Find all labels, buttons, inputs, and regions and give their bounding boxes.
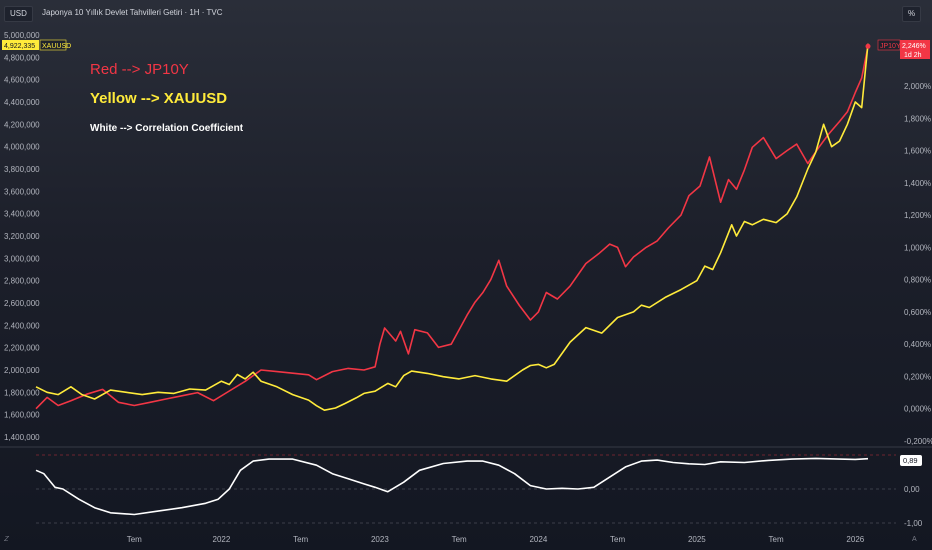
corr-value: 0,89 — [903, 456, 918, 465]
left-tick-label: 4,800,000 — [4, 53, 40, 62]
right-tick-label: -0,200% — [904, 437, 932, 446]
annotation-white: White --> Correlation Coefficient — [90, 123, 244, 134]
left-axis: 1,400,000 1,600,000 1,800,000 2,000,000 2,20… — [4, 31, 40, 442]
left-tick-label: 3,400,000 — [4, 210, 40, 219]
x-tick-label: 2024 — [529, 535, 547, 544]
left-tick-label: 3,200,000 — [4, 232, 40, 241]
x-tick-label: Tem — [452, 535, 467, 544]
corr-tick-label: -1,00 — [904, 519, 923, 528]
series-line-xauusd — [35, 43, 869, 411]
x-tick-label: 2025 — [688, 535, 706, 544]
right-axis: -0,200% 0,000% 0,200% 0,400% 0,600% 0,800% 1,0… — [904, 82, 932, 446]
right-tick-label: 0,800% — [904, 276, 931, 285]
left-tick-label: 1,400,000 — [4, 433, 40, 442]
right-tick-label: 0,200% — [904, 372, 931, 381]
left-tick-label: 4,400,000 — [4, 98, 40, 107]
right-tick-label: 2,000% — [904, 82, 931, 91]
right-tick-label: 1,000% — [904, 243, 931, 252]
left-tick-label: 2,400,000 — [4, 321, 40, 330]
x-tick-label: Tem — [293, 535, 308, 544]
right-tick-label: 1,800% — [904, 114, 931, 123]
right-tick-label: 1,600% — [904, 147, 931, 156]
right-tick-label: 1,400% — [904, 179, 931, 188]
jp10y-countdown: 1d 2h — [904, 52, 922, 59]
xau-name-badge — [39, 39, 67, 51]
left-tick-label: 1,800,000 — [4, 388, 40, 397]
right-tick-label: 0,600% — [904, 308, 931, 317]
currency-button[interactable]: USD — [4, 6, 33, 22]
time-axis: Tem 2022 Tem 2023 Tem 2024 Tem 2025 Tem 2026 — [127, 535, 865, 544]
corr-tick-label: 0,00 — [904, 485, 920, 494]
xau-price-badge — [2, 40, 39, 50]
x-tick-label: Tem — [769, 535, 784, 544]
jp10y-last-point — [865, 43, 871, 49]
left-tick-label: 2,800,000 — [4, 277, 40, 286]
x-tick-label: 2026 — [846, 535, 864, 544]
series-line-jp10y — [35, 46, 869, 410]
right-tick-label: 0,000% — [904, 405, 931, 414]
left-tick-label: 4,600,000 — [4, 76, 40, 85]
left-tick-label: 3,800,000 — [4, 165, 40, 174]
left-tick-label: 5,000,000 — [4, 31, 40, 40]
left-tick-label: 3,000,000 — [4, 254, 40, 263]
chart-title: Japonya 10 Yıllık Devlet Tahvilleri Geti… — [42, 8, 223, 17]
price-series — [35, 43, 871, 411]
left-tick-label: 2,000,000 — [4, 366, 40, 375]
percent-scale-button[interactable]: % — [902, 6, 922, 22]
annotation-yellow: Yellow --> XAUUSD — [90, 90, 227, 107]
right-tick-label: 0,400% — [904, 340, 931, 349]
annotation-red: Red --> JP10Y — [90, 61, 189, 78]
correlation-pane: -1,00 0,00 — [0, 446, 932, 528]
left-tick-label: 2,600,000 — [4, 299, 40, 308]
xau-price-value: 4,922,335 — [4, 43, 35, 50]
xau-name-label: XAUUSD — [42, 43, 71, 50]
x-tick-label: Tem — [610, 535, 625, 544]
right-tick-label: 1,200% — [904, 211, 931, 220]
corr-value-badge — [900, 455, 922, 466]
left-tick-label: 4,000,000 — [4, 143, 40, 152]
left-tick-label: 1,600,000 — [4, 411, 40, 420]
left-tick-label: 2,200,000 — [4, 344, 40, 353]
series-line-correlation — [35, 457, 869, 516]
jp10y-name-label: JP10Y — [880, 43, 901, 50]
tradingview-logo-icon[interactable]: 𝑍 — [4, 535, 10, 543]
x-tick-label: 2023 — [371, 535, 389, 544]
auto-scale-icon[interactable]: A — [912, 536, 917, 543]
left-tick-label: 3,600,000 — [4, 187, 40, 196]
jp10y-value-badge — [900, 40, 930, 59]
x-tick-label: Tem — [127, 535, 142, 544]
jp10y-value: 2,246% — [902, 43, 926, 50]
left-tick-label: 4,200,000 — [4, 120, 40, 129]
x-tick-label: 2022 — [213, 535, 231, 544]
